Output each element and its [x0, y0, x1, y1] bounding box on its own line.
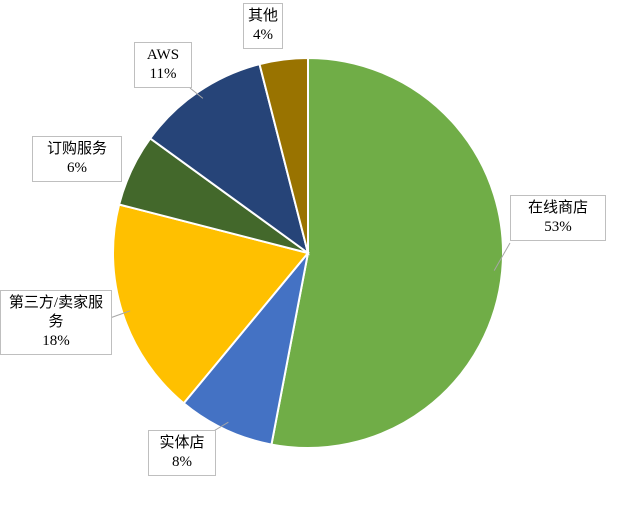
value-label: 8% — [172, 454, 192, 470]
leader-line — [109, 310, 131, 319]
category-label: 实体店 — [159, 435, 205, 451]
leader-line — [189, 87, 204, 99]
pie-slice — [270, 56, 504, 449]
category-label: AWS — [146, 47, 180, 63]
value-label: 4% — [253, 27, 273, 43]
data-label: AWS 11% — [134, 42, 192, 88]
category-label: 在线商店 — [527, 200, 588, 216]
category-label: 其他 — [248, 8, 279, 24]
value-label: 11% — [149, 66, 177, 82]
category-label: 订购服务 — [46, 141, 107, 157]
value-label: 18% — [42, 333, 70, 349]
value-label: 53% — [544, 219, 572, 235]
value-label: 6% — [67, 160, 87, 176]
data-label: 第三方/卖家服务 18% — [0, 290, 112, 355]
data-label: 实体店 8% — [148, 430, 216, 476]
pie-slice — [258, 56, 309, 254]
data-label: 订购服务 6% — [32, 136, 122, 182]
pie-slice — [148, 62, 310, 256]
data-label: 其他 4% — [243, 3, 283, 49]
pie-slice — [182, 252, 309, 446]
data-label: 在线商店 53% — [510, 195, 606, 241]
category-label: 第三方/卖家服务 — [8, 295, 104, 330]
leader-line — [493, 242, 511, 271]
